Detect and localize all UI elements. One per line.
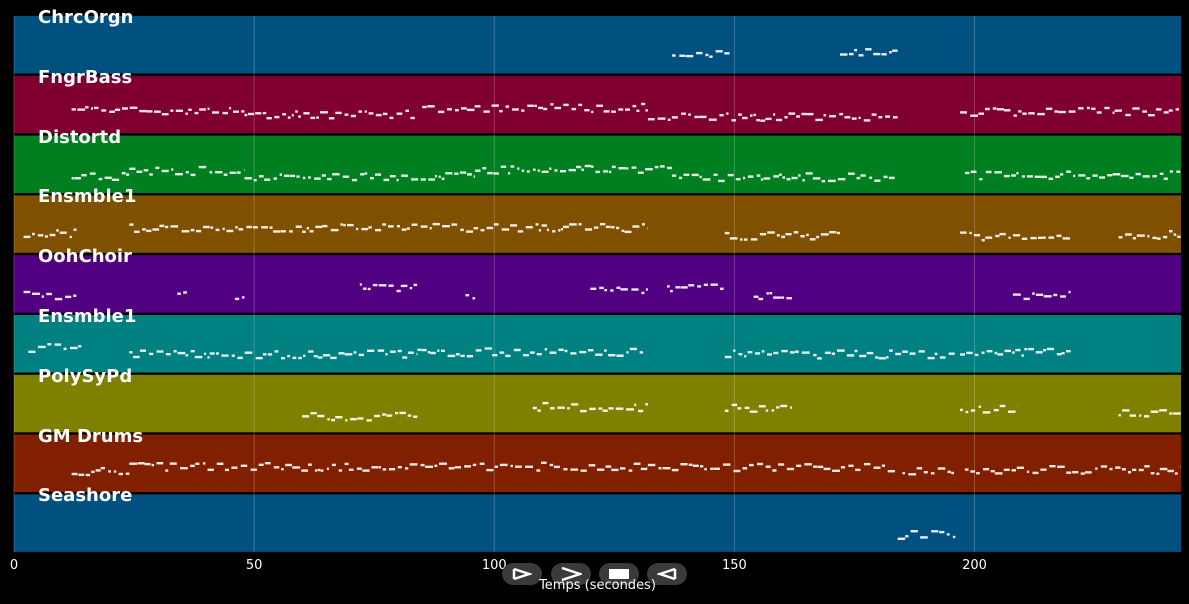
note-cluster <box>590 286 648 295</box>
note-cluster <box>960 231 1071 242</box>
x-axis-label: Temps (secondes) <box>539 578 656 593</box>
note-cluster <box>417 347 644 358</box>
note-cluster <box>1118 230 1181 240</box>
playback-controls <box>502 563 690 587</box>
note-cluster <box>724 403 792 413</box>
note-cluster <box>667 283 724 293</box>
track-band <box>14 135 1181 194</box>
note-cluster <box>244 109 415 120</box>
note-cluster <box>1118 409 1181 418</box>
note-cluster <box>1012 290 1071 301</box>
track-band <box>14 374 1181 433</box>
x-tick-label: 100 <box>481 558 507 573</box>
note-cluster <box>647 112 898 122</box>
note-cluster <box>129 349 418 360</box>
note-cluster <box>28 343 82 353</box>
track-band <box>14 434 1181 493</box>
track-band <box>14 494 1181 552</box>
note-cluster <box>177 291 187 295</box>
note-cluster <box>465 294 476 300</box>
note-cluster <box>71 172 130 181</box>
track-band <box>14 315 1181 373</box>
track-band <box>14 255 1181 313</box>
note-cluster <box>23 228 77 239</box>
fast-forward-icon <box>561 567 582 581</box>
note-cluster <box>422 102 648 114</box>
track-band <box>14 195 1181 253</box>
note-cluster <box>129 165 245 177</box>
track-label: Ensmble1 <box>38 306 137 327</box>
track-label: Seashore <box>38 485 133 507</box>
track-label: ChrcOrgn <box>38 7 134 28</box>
track-label: Ensmble1 <box>38 186 137 208</box>
track-label: FngrBass <box>38 66 133 88</box>
note-cluster <box>960 106 1179 117</box>
note-cluster <box>129 222 648 234</box>
note-cluster <box>724 231 840 241</box>
note-cluster <box>964 170 1181 181</box>
x-tick-label: 200 <box>962 558 987 573</box>
x-tick-label: 0 <box>9 558 19 573</box>
note-cluster <box>359 283 418 293</box>
x-tick-label: 150 <box>721 558 747 573</box>
note-cluster <box>671 50 730 58</box>
note-cluster <box>902 467 954 476</box>
note-cluster <box>753 292 792 301</box>
stop-button[interactable] <box>599 563 639 585</box>
note-cluster <box>475 164 672 175</box>
note-cluster <box>964 465 1181 475</box>
note-cluster <box>647 462 895 473</box>
track-label: PolySyPd <box>38 365 133 387</box>
fast-forward-button[interactable] <box>551 563 591 585</box>
track-band <box>14 75 1181 134</box>
track-label: Distortd <box>38 126 122 148</box>
note-cluster <box>840 48 898 57</box>
rewind-icon <box>657 567 677 581</box>
note-cluster <box>960 347 1071 357</box>
note-cluster <box>960 404 1018 414</box>
note-cluster <box>671 172 895 183</box>
note-cluster <box>71 466 130 477</box>
play-button[interactable] <box>502 563 542 585</box>
note-cluster <box>234 296 245 301</box>
note-cluster <box>532 401 648 413</box>
note-cluster <box>897 530 956 540</box>
track-band <box>14 16 1181 74</box>
track-label: OohChoir <box>38 246 132 268</box>
rewind-button[interactable] <box>647 563 687 585</box>
note-cluster <box>23 290 77 301</box>
play-icon <box>512 567 532 581</box>
note-cluster <box>244 171 475 182</box>
track-label: GM Drums <box>38 425 144 447</box>
stop-icon <box>609 569 629 579</box>
x-tick-label: 50 <box>245 558 263 573</box>
note-cluster <box>724 349 955 360</box>
note-cluster <box>71 106 245 116</box>
note-cluster <box>129 461 648 472</box>
note-cluster <box>302 411 418 422</box>
